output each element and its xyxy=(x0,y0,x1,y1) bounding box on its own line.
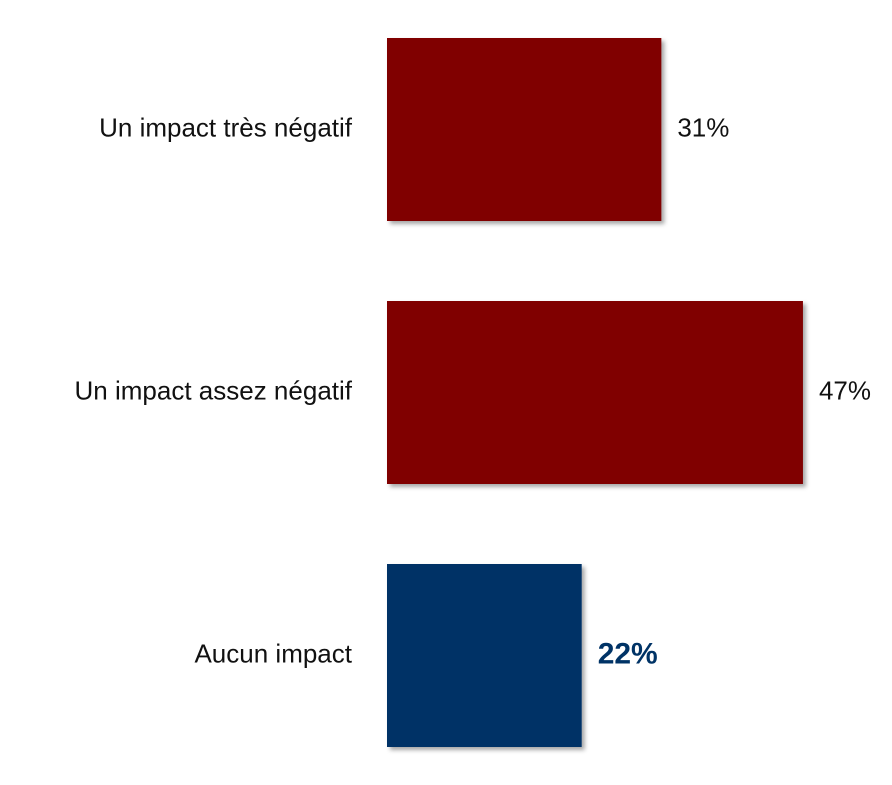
value-label: 47% xyxy=(819,375,871,405)
value-label: 31% xyxy=(677,112,729,142)
bar xyxy=(387,301,803,484)
category-label: Un impact très négatif xyxy=(99,112,353,142)
category-label: Aucun impact xyxy=(194,638,352,668)
bar xyxy=(387,564,582,747)
value-label: 22% xyxy=(598,637,658,670)
bar xyxy=(387,38,662,221)
category-label: Un impact assez négatif xyxy=(75,375,353,405)
